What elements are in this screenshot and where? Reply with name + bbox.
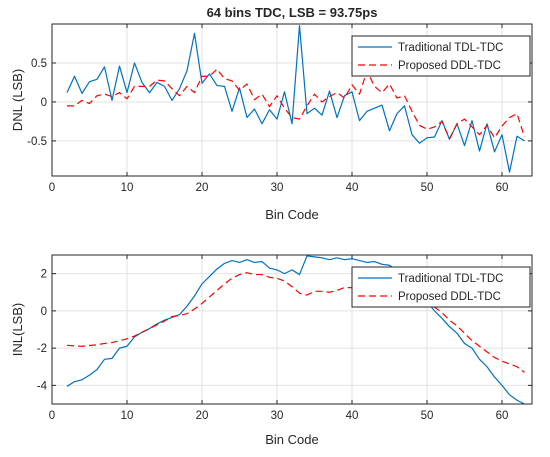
dnl-ytick-label-1: 0 — [41, 97, 47, 109]
inl-ytick-label-0: 2 — [41, 269, 47, 281]
inl-legend-label-1: Proposed DDL-TDC — [398, 291, 501, 303]
inl-axes-box — [51, 254, 533, 405]
dnl-series-proposed-line — [67, 68, 526, 140]
dnl-xtick-label-5: 50 — [421, 182, 434, 194]
inl-ytick-label-3: -4 — [37, 380, 48, 392]
inl-ytick-label-2: -2 — [37, 343, 47, 355]
inl-xtick-label-1: 10 — [121, 410, 134, 422]
dnl-legend-label-0: Traditional TDL-TDC — [398, 42, 503, 54]
dnl-xtick-label-4: 40 — [346, 182, 359, 194]
dnl-legend-box — [351, 35, 531, 77]
inl-xlabel: Bin Code — [265, 432, 318, 447]
dnl-ytick-label-0: 0.5 — [31, 58, 47, 70]
dnl-ylabel: DNL (LSB) — [10, 69, 25, 131]
dnl-xtick-label-0: 0 — [49, 182, 55, 194]
inl-ytick-label-1: 0 — [41, 306, 47, 318]
dnl-ytick-label-2: -0.5 — [27, 136, 47, 148]
inl-xtick-label-4: 40 — [346, 410, 359, 422]
dnl-xlabel: Bin Code — [265, 207, 318, 222]
inl-series-proposed-line — [66, 272, 525, 373]
inl-ylabel: INL(LSB) — [10, 303, 25, 356]
inl-xtick-label-5: 50 — [421, 410, 434, 422]
dnl-legend-label-1: Proposed DDL-TDC — [398, 60, 501, 72]
dnl-chart: 0 10 20 30 40 50 60 0.5 0 -0.5 64 bins TDC, LSB = … — [10, 5, 533, 222]
dnl-legend: Traditional TDL-TDC Proposed DDL-TDC — [351, 35, 531, 77]
dnl-xtick-label-2: 20 — [196, 182, 209, 194]
dnl-xtick-label-1: 10 — [121, 182, 134, 194]
inl-xtick-label-3: 30 — [271, 410, 284, 422]
dnl-axes-box — [51, 23, 533, 177]
dnl-xtick-label-6: 60 — [496, 182, 509, 194]
inl-xtick-label-6: 60 — [496, 410, 509, 422]
inl-legend-label-0: Traditional TDL-TDC — [398, 273, 503, 285]
inl-xtick-label-0: 0 — [49, 410, 55, 422]
dnl-xtick-label-3: 30 — [271, 182, 284, 194]
inl-legend: Traditional TDL-TDC Proposed DDL-TDC — [351, 266, 531, 308]
dnl-series-traditional-line — [66, 24, 525, 173]
inl-xtick-label-2: 20 — [196, 410, 209, 422]
dnl-title: 64 bins TDC, LSB = 93.75ps — [207, 5, 378, 20]
inl-legend-box — [351, 266, 531, 308]
